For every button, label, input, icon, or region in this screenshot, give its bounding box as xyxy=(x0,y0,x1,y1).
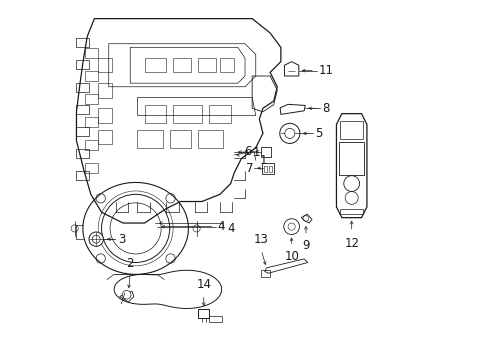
Text: 9: 9 xyxy=(302,239,310,252)
Circle shape xyxy=(280,123,300,143)
Text: 2: 2 xyxy=(126,257,134,270)
Text: 14: 14 xyxy=(196,278,211,291)
Text: 4: 4 xyxy=(217,220,224,233)
Text: 1: 1 xyxy=(253,145,260,158)
Text: 5: 5 xyxy=(315,127,322,140)
Circle shape xyxy=(284,219,299,234)
Text: 10: 10 xyxy=(284,250,299,263)
Polygon shape xyxy=(114,270,221,309)
Text: 8: 8 xyxy=(322,102,329,115)
Text: 13: 13 xyxy=(254,233,269,246)
Circle shape xyxy=(122,291,131,299)
Text: 1: 1 xyxy=(259,154,267,167)
Text: 11: 11 xyxy=(318,64,334,77)
Circle shape xyxy=(89,232,103,246)
Text: 7: 7 xyxy=(246,162,253,175)
Text: 3: 3 xyxy=(118,233,125,246)
Text: 12: 12 xyxy=(344,237,359,250)
Text: 6: 6 xyxy=(244,145,251,158)
Text: 4: 4 xyxy=(227,222,235,235)
